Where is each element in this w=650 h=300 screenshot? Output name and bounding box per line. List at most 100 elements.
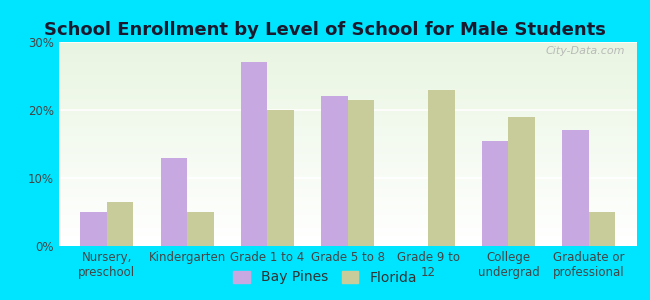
Bar <box>58 89 637 91</box>
Bar <box>562 130 589 246</box>
Bar <box>58 195 637 197</box>
Bar <box>58 105 637 107</box>
Bar <box>58 99 637 101</box>
Bar <box>428 90 454 246</box>
Bar <box>58 77 637 79</box>
Bar <box>58 67 637 68</box>
Bar <box>58 75 637 77</box>
Bar <box>58 107 637 109</box>
Bar <box>58 244 637 246</box>
Bar <box>58 48 637 50</box>
Bar <box>241 62 267 246</box>
Bar <box>58 146 637 148</box>
Bar <box>267 110 294 246</box>
Text: School Enrollment by Level of School for Male Students: School Enrollment by Level of School for… <box>44 21 606 39</box>
Bar <box>58 175 637 177</box>
Bar <box>58 199 637 201</box>
Bar <box>58 95 637 97</box>
Bar <box>58 68 637 70</box>
Bar <box>58 156 637 158</box>
Bar <box>58 238 637 240</box>
Bar <box>58 58 637 60</box>
Bar <box>80 212 107 246</box>
Bar <box>107 202 133 246</box>
Bar <box>58 193 637 195</box>
Bar <box>58 191 637 193</box>
Bar <box>58 52 637 54</box>
Bar <box>58 56 637 58</box>
Bar <box>161 158 187 246</box>
Bar <box>58 109 637 111</box>
Bar <box>58 220 637 221</box>
Bar <box>58 160 637 162</box>
Bar <box>58 172 637 175</box>
Bar <box>58 46 637 48</box>
Bar <box>58 126 637 128</box>
Bar <box>58 124 637 126</box>
Bar <box>58 54 637 56</box>
Bar <box>58 81 637 83</box>
Bar <box>58 158 637 160</box>
Bar <box>58 154 637 156</box>
Bar <box>58 64 637 67</box>
Bar <box>58 116 637 118</box>
Bar <box>58 242 637 244</box>
Bar <box>58 91 637 93</box>
Bar <box>58 93 637 95</box>
Bar <box>58 211 637 213</box>
Bar <box>508 117 535 246</box>
Bar <box>58 62 637 64</box>
Bar <box>58 185 637 187</box>
Bar <box>58 240 637 242</box>
Bar <box>58 169 637 170</box>
Bar <box>58 230 637 232</box>
Bar <box>58 187 637 189</box>
Bar <box>58 228 637 230</box>
Bar <box>58 215 637 217</box>
Bar <box>58 179 637 181</box>
Bar <box>58 232 637 234</box>
Bar <box>589 212 616 246</box>
Bar <box>58 209 637 211</box>
Bar <box>58 132 637 134</box>
Bar <box>58 130 637 132</box>
Bar <box>58 83 637 85</box>
Bar <box>58 150 637 152</box>
Bar <box>58 79 637 81</box>
Bar <box>58 148 637 150</box>
Bar <box>58 111 637 113</box>
Legend: Bay Pines, Florida: Bay Pines, Florida <box>227 265 422 290</box>
Bar <box>58 181 637 183</box>
Bar <box>58 85 637 87</box>
Bar <box>58 113 637 116</box>
Bar <box>321 96 348 246</box>
Bar <box>58 218 637 220</box>
Bar <box>58 50 637 52</box>
Bar <box>58 118 637 119</box>
Bar <box>58 119 637 122</box>
Text: City-Data.com: City-Data.com <box>546 46 625 56</box>
Bar <box>58 103 637 105</box>
Bar <box>58 205 637 207</box>
Bar <box>58 170 637 172</box>
Bar <box>58 136 637 138</box>
Bar <box>58 213 637 215</box>
Bar <box>58 152 637 154</box>
Bar <box>187 212 214 246</box>
Bar <box>58 144 637 146</box>
Bar <box>58 183 637 185</box>
Bar <box>58 101 637 103</box>
Bar <box>58 167 637 169</box>
Bar <box>58 128 637 130</box>
Bar <box>58 42 637 44</box>
Bar <box>58 234 637 236</box>
Bar <box>58 44 637 46</box>
Bar <box>58 97 637 99</box>
Bar <box>58 70 637 73</box>
Bar <box>58 134 637 136</box>
Bar <box>58 60 637 62</box>
Bar <box>58 203 637 205</box>
Bar <box>58 87 637 89</box>
Bar <box>348 100 374 246</box>
Bar <box>58 207 637 209</box>
